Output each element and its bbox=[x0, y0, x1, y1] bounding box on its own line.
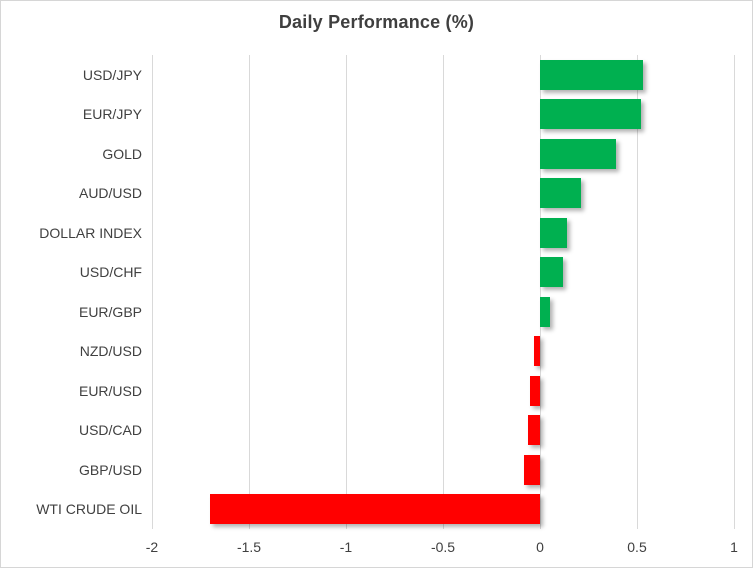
category-label: GBP/USD bbox=[78, 461, 142, 478]
gridline bbox=[636, 55, 638, 529]
gridline bbox=[539, 55, 541, 529]
category-label: DOLLAR INDEX bbox=[39, 224, 142, 241]
bar-eur-gbp bbox=[540, 296, 550, 327]
category-label: NZD/USD bbox=[79, 343, 142, 360]
bar-usd-chf bbox=[540, 257, 564, 288]
bar-dollar-index bbox=[540, 217, 568, 248]
x-tick-label: -2 bbox=[145, 539, 159, 555]
category-label: EUR/GBP bbox=[78, 303, 142, 320]
category-label: AUD/USD bbox=[78, 185, 142, 202]
bar-gbp-usd bbox=[524, 454, 540, 485]
gridline bbox=[151, 55, 153, 529]
gridline bbox=[345, 55, 347, 529]
bar-wti-crude-oil bbox=[210, 494, 540, 525]
x-tick-label: 0.5 bbox=[627, 539, 647, 555]
plot-area bbox=[151, 55, 735, 529]
x-tick-label: 1 bbox=[730, 539, 738, 555]
category-label: USD/CAD bbox=[78, 422, 142, 439]
bar-nzd-usd bbox=[534, 336, 540, 367]
category-label: USD/CHF bbox=[79, 264, 142, 281]
x-tick-label: -1.5 bbox=[236, 539, 262, 555]
chart-title: Daily Performance (%) bbox=[278, 12, 475, 32]
bar-eur-usd bbox=[530, 375, 540, 406]
x-tick-label: -0.5 bbox=[430, 539, 456, 555]
bar-usd-cad bbox=[528, 415, 540, 446]
x-tick-label: 0 bbox=[536, 539, 544, 555]
gridline bbox=[248, 55, 250, 529]
gridline bbox=[442, 55, 444, 529]
gridline bbox=[733, 55, 735, 529]
category-label: GOLD bbox=[102, 145, 142, 162]
bar-aud-usd bbox=[540, 178, 581, 209]
x-tick-label: -1 bbox=[339, 539, 353, 555]
category-label: USD/JPY bbox=[82, 66, 142, 83]
bar-eur-jpy bbox=[540, 99, 641, 130]
category-label: WTI CRUDE OIL bbox=[36, 501, 142, 518]
bar-gold bbox=[540, 138, 616, 169]
bar-usd-jpy bbox=[540, 59, 643, 90]
category-label: EUR/USD bbox=[78, 382, 142, 399]
category-label: EUR/JPY bbox=[82, 106, 142, 123]
